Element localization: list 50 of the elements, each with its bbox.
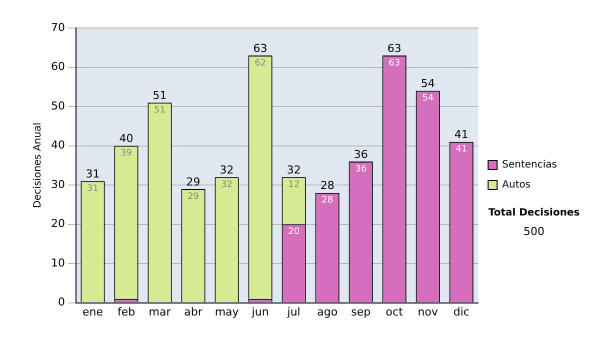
- total-label: 28: [320, 179, 334, 192]
- x-tick-label: nov: [418, 305, 438, 318]
- legend-label: Autos: [502, 180, 531, 191]
- x-tick-label: sep: [351, 305, 371, 318]
- total-label: 63: [387, 42, 402, 55]
- data-label: 39: [120, 148, 132, 159]
- data-label: 51: [154, 105, 166, 116]
- y-axis-title: Decisiones Anual: [32, 122, 44, 208]
- y-tick-label: 30: [50, 178, 65, 191]
- total-label: 51: [152, 88, 167, 102]
- total-label: 32: [220, 164, 234, 177]
- total-label: 63: [253, 42, 268, 55]
- legend-label: Sentencias: [502, 160, 558, 171]
- data-label: 31: [87, 184, 98, 194]
- total-label: 32: [286, 164, 301, 177]
- data-label: 12: [288, 180, 300, 190]
- y-tick-label: 20: [50, 217, 65, 230]
- data-label: 63: [388, 58, 400, 68]
- x-tick-label: abr: [184, 305, 203, 318]
- x-tick-label: mar: [148, 305, 172, 318]
- data-label: 62: [254, 58, 266, 68]
- data-label: 32: [221, 180, 233, 190]
- data-label: 54: [422, 94, 434, 104]
- data-label: 36: [355, 164, 367, 174]
- x-tick-label: dic: [453, 305, 470, 318]
- data-label: 29: [188, 192, 200, 202]
- y-tick-label: 50: [50, 99, 65, 112]
- text: 500: [524, 224, 544, 238]
- total-label: 54: [420, 77, 435, 90]
- total-label: 29: [186, 175, 200, 188]
- total-label: 36: [354, 148, 368, 161]
- total-label: 31: [86, 167, 100, 180]
- y-tick-label: 60: [50, 60, 65, 74]
- y-tick-label: 40: [50, 138, 65, 152]
- x-tick-label: jul: [286, 305, 300, 318]
- x-tick-label: ene: [82, 305, 104, 318]
- x-tick-label: feb: [117, 305, 136, 318]
- x-tick-label: ago: [317, 305, 338, 318]
- total-label: 40: [119, 132, 134, 146]
- x-tick-label: oct: [386, 305, 404, 318]
- y-tick-label: 0: [58, 296, 65, 309]
- y-tick-label: 70: [50, 20, 65, 34]
- total-label: 41: [454, 128, 468, 142]
- data-label: 20: [288, 227, 300, 238]
- x-tick-label: jun: [250, 305, 269, 318]
- text: Total Decisiones: [488, 208, 580, 219]
- y-tick-label: 10: [50, 256, 65, 270]
- data-label: 28: [322, 196, 334, 206]
- x-tick-label: may: [214, 305, 240, 318]
- data-label: 41: [456, 144, 468, 155]
